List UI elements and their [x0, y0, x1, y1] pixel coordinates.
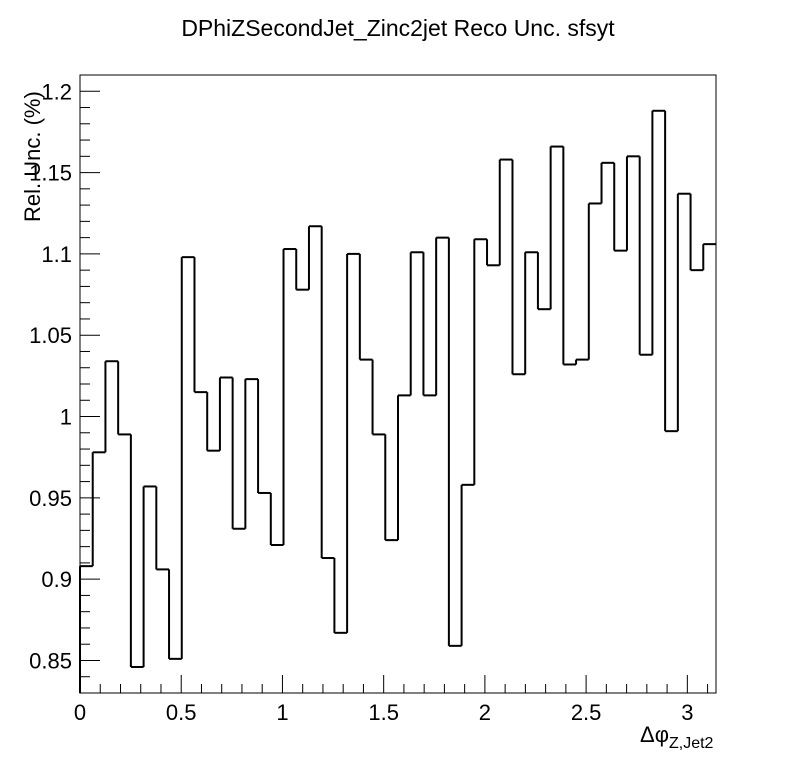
chart-title: DPhiZSecondJet_Zinc2jet Reco Unc. sfsyt	[181, 15, 615, 41]
plot-frame	[79, 74, 717, 694]
x-axis: 0 0.5 1 1.5 2 2.5 3	[74, 675, 709, 725]
y-axis-label: Rel. Unc. (%)	[20, 91, 45, 222]
x-tick-label: 0	[74, 700, 86, 725]
x-axis-label-main: Δφ	[640, 722, 669, 747]
x-tick-label: 1	[276, 700, 288, 725]
y-tick-label: 0.95	[29, 486, 72, 511]
y-axis: 0.85 0.9 0.95 1 1.05 1.1 1.15 1.2	[29, 74, 100, 694]
x-tick-label: 2	[479, 700, 491, 725]
x-tick-label: 2.5	[571, 700, 602, 725]
x-axis-label: ΔφZ,Jet2	[640, 722, 714, 752]
x-tick-label: 0.5	[166, 700, 197, 725]
y-tick-label: 1.2	[41, 79, 72, 104]
y-tick-label: 1.05	[29, 323, 72, 348]
x-axis-label-subscript: Z,Jet2	[669, 735, 714, 752]
y-tick-label: 1.15	[29, 161, 72, 186]
y-tick-label: 0.85	[29, 648, 72, 673]
x-tick-label: 1.5	[368, 700, 399, 725]
y-tick-label: 1	[60, 405, 72, 430]
y-tick-label: 0.9	[41, 567, 72, 592]
x-tick-label: 3	[681, 700, 693, 725]
data-series	[79, 109, 716, 693]
y-tick-label: 1.1	[41, 242, 72, 267]
